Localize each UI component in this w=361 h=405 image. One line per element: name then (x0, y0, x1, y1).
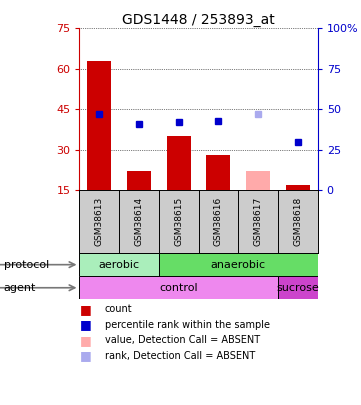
Text: rank, Detection Call = ABSENT: rank, Detection Call = ABSENT (105, 351, 255, 360)
Text: value, Detection Call = ABSENT: value, Detection Call = ABSENT (105, 335, 260, 345)
Text: agent: agent (4, 283, 36, 293)
Bar (278, 276, 318, 299)
Text: ■: ■ (79, 349, 91, 362)
Text: count: count (105, 305, 132, 314)
Bar (246, 171, 270, 190)
Text: ■: ■ (79, 303, 91, 316)
Bar (87, 61, 111, 190)
Text: aerobic: aerobic (99, 260, 140, 270)
Bar (286, 185, 310, 190)
Bar (167, 136, 191, 190)
Bar (79, 276, 278, 299)
Text: ■: ■ (79, 318, 91, 331)
Text: percentile rank within the sample: percentile rank within the sample (105, 320, 270, 330)
Bar (79, 253, 159, 276)
Text: anaerobic: anaerobic (211, 260, 266, 270)
Text: GSM38615: GSM38615 (174, 197, 183, 246)
Bar (159, 253, 318, 276)
Text: GSM38617: GSM38617 (254, 197, 262, 246)
Text: control: control (160, 283, 198, 293)
Bar (206, 155, 230, 190)
Bar (127, 171, 151, 190)
Text: GSM38613: GSM38613 (95, 197, 104, 246)
Text: GSM38616: GSM38616 (214, 197, 223, 246)
Text: protocol: protocol (4, 260, 49, 270)
Text: sucrose: sucrose (277, 283, 319, 293)
Text: GSM38618: GSM38618 (293, 197, 302, 246)
Text: GSM38614: GSM38614 (135, 197, 143, 246)
Text: ■: ■ (79, 334, 91, 347)
Title: GDS1448 / 253893_at: GDS1448 / 253893_at (122, 13, 275, 27)
